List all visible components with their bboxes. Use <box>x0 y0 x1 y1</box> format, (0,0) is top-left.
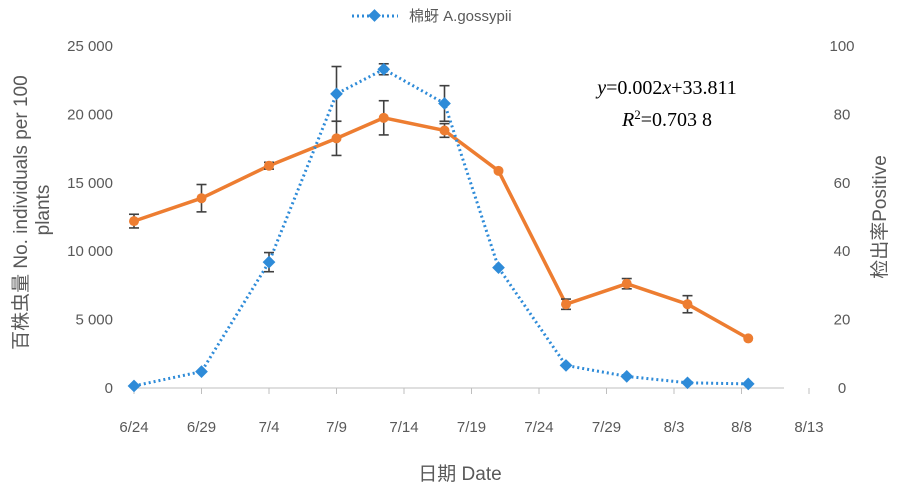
left-y-tick-label: 20 000 <box>67 106 113 123</box>
aphid-count-point <box>262 255 276 269</box>
x-tick-label: 8/3 <box>664 419 685 436</box>
x-tick-label: 8/13 <box>794 419 823 436</box>
x-tick-label: 7/14 <box>389 419 418 436</box>
positive-rate-point <box>561 299 571 310</box>
r-squared-annotation: R2=0.703 8 <box>621 107 712 131</box>
positive-rate-point <box>331 133 342 144</box>
legend: 棉蚜 A.gossypii <box>352 8 512 25</box>
legend-diamond-marker <box>368 9 381 22</box>
x-tick-label: 7/4 <box>259 419 280 436</box>
aphid-count-point <box>127 379 141 393</box>
legend-label: 棉蚜 A.gossypii <box>409 8 512 25</box>
left-y-tick-label: 10 000 <box>67 243 113 260</box>
right-y-tick-label: 80 <box>834 106 851 123</box>
positive-rate-point <box>743 333 754 344</box>
x-tick-label: 7/19 <box>457 419 486 436</box>
positive-rate-point <box>196 193 207 204</box>
right-y-tick-label: 20 <box>834 312 851 329</box>
aphid-count-point <box>681 376 694 390</box>
right-y-ticks: 0 20 40 60 80 100 <box>829 38 854 397</box>
aphid-count-point <box>438 97 451 110</box>
regression-equation: y=0.002x+33.811 <box>595 77 737 99</box>
x-tick-label: 7/24 <box>524 419 553 436</box>
aphid-count-point <box>492 261 505 274</box>
left-y-axis-title-line1: 百株虫量 No. individuals per 100 <box>10 75 32 350</box>
left-y-axis-title-line2: plants <box>33 185 54 236</box>
x-tick-label: 6/24 <box>119 419 148 436</box>
left-y-tick-label: 25 000 <box>67 38 113 55</box>
positive-rate-point <box>621 278 632 289</box>
x-tick-label: 7/9 <box>326 419 347 436</box>
x-axis-title: 日期 Date <box>418 463 501 485</box>
aphid-count-point <box>377 62 391 76</box>
positive-rate-point <box>682 299 693 310</box>
positive-rate-point <box>439 125 450 136</box>
positive-rate-point <box>493 165 504 176</box>
x-ticks: 6/24 6/29 7/4 7/9 7/14 7/19 7/24 7/29 8/3 8/8 8/13 <box>119 388 824 436</box>
positive-rate-point <box>378 112 389 123</box>
right-y-tick-label: 0 <box>838 380 846 397</box>
positive-rate-series <box>129 99 754 344</box>
right-y-tick-label: 40 <box>834 243 851 260</box>
right-y-tick-label: 100 <box>829 38 854 55</box>
positive-rate-point <box>264 160 274 171</box>
aphid-count-point <box>195 365 208 378</box>
aphid-count-point <box>330 87 343 101</box>
x-tick-label: 8/8 <box>731 419 752 436</box>
positive-rate-point <box>129 216 139 227</box>
left-y-tick-label: 5 000 <box>75 312 113 329</box>
aphid-count-point <box>620 370 634 383</box>
positive-rate-line <box>133 116 750 340</box>
aphid-count-point <box>559 359 573 372</box>
left-y-tick-label: 0 <box>105 380 113 397</box>
left-y-axis-title: 百株虫量 No. individuals per 100 plants <box>10 70 54 350</box>
left-y-tick-label: 15 000 <box>67 175 113 192</box>
x-tick-label: 7/29 <box>592 419 621 436</box>
right-y-axis-title: 检出率Positive <box>869 155 891 279</box>
x-tick-label: 6/29 <box>187 419 216 436</box>
right-y-tick-label: 60 <box>834 175 851 192</box>
left-y-ticks: 0 5 000 10 000 15 000 20 000 25 000 <box>67 38 113 397</box>
